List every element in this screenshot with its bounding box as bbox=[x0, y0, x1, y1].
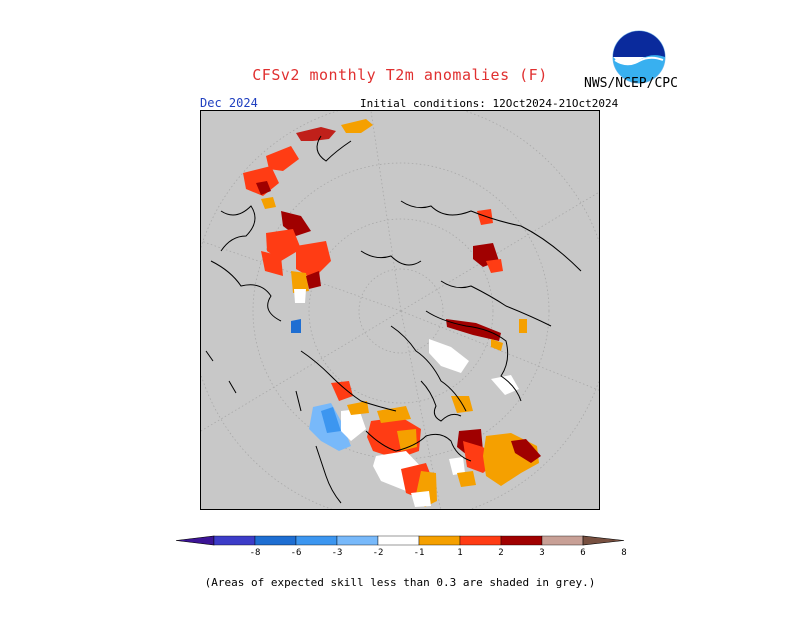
legend-tick-label: -3 bbox=[332, 548, 343, 558]
legend-swatch bbox=[541, 535, 584, 546]
skill-footnote: (Areas of expected skill less than 0.3 a… bbox=[204, 576, 596, 589]
legend-tick-label: 6 bbox=[580, 548, 585, 558]
legend-tick-label: -6 bbox=[291, 548, 302, 558]
legend-swatch bbox=[336, 535, 379, 546]
noaa-logo bbox=[612, 30, 666, 84]
legend-swatch bbox=[213, 535, 256, 546]
anomaly-alaska bbox=[429, 319, 527, 395]
legend-swatch bbox=[254, 535, 297, 546]
legend-swatch bbox=[295, 535, 338, 546]
anomaly-north-america bbox=[309, 381, 541, 507]
agency-label: NWS/NCEP/CPC bbox=[584, 76, 678, 91]
anomaly-siberia bbox=[473, 209, 503, 273]
legend-tick-label: 1 bbox=[457, 548, 462, 558]
initial-conditions-label: Initial conditions: 12Oct2024-21Oct2024 bbox=[360, 97, 619, 110]
color-legend: -8 -6 -3 -2 -1 1 2 3 6 8 bbox=[175, 535, 627, 558]
legend-arrow-high bbox=[582, 535, 625, 546]
legend-swatch bbox=[459, 535, 502, 546]
meridian-lines bbox=[201, 111, 599, 509]
legend-tick-label: -1 bbox=[414, 548, 425, 558]
map-canvas bbox=[201, 111, 599, 509]
legend-tick-label: 3 bbox=[539, 548, 544, 558]
legend-swatch bbox=[500, 535, 543, 546]
polar-map bbox=[200, 110, 600, 510]
legend-swatch bbox=[377, 535, 420, 546]
anomaly-europe bbox=[243, 119, 373, 333]
map-title: CFSv2 monthly T2m anomalies (F) bbox=[252, 66, 548, 84]
legend-arrow-low bbox=[175, 535, 215, 546]
legend-tick-label: -8 bbox=[250, 548, 261, 558]
legend-tick-label: -2 bbox=[373, 548, 384, 558]
target-month-label: Dec 2024 bbox=[200, 96, 258, 110]
legend-tick-label: 8 bbox=[621, 548, 626, 558]
legend-swatch bbox=[418, 535, 461, 546]
legend-tick-label: 2 bbox=[498, 548, 503, 558]
coastlines bbox=[205, 135, 582, 504]
